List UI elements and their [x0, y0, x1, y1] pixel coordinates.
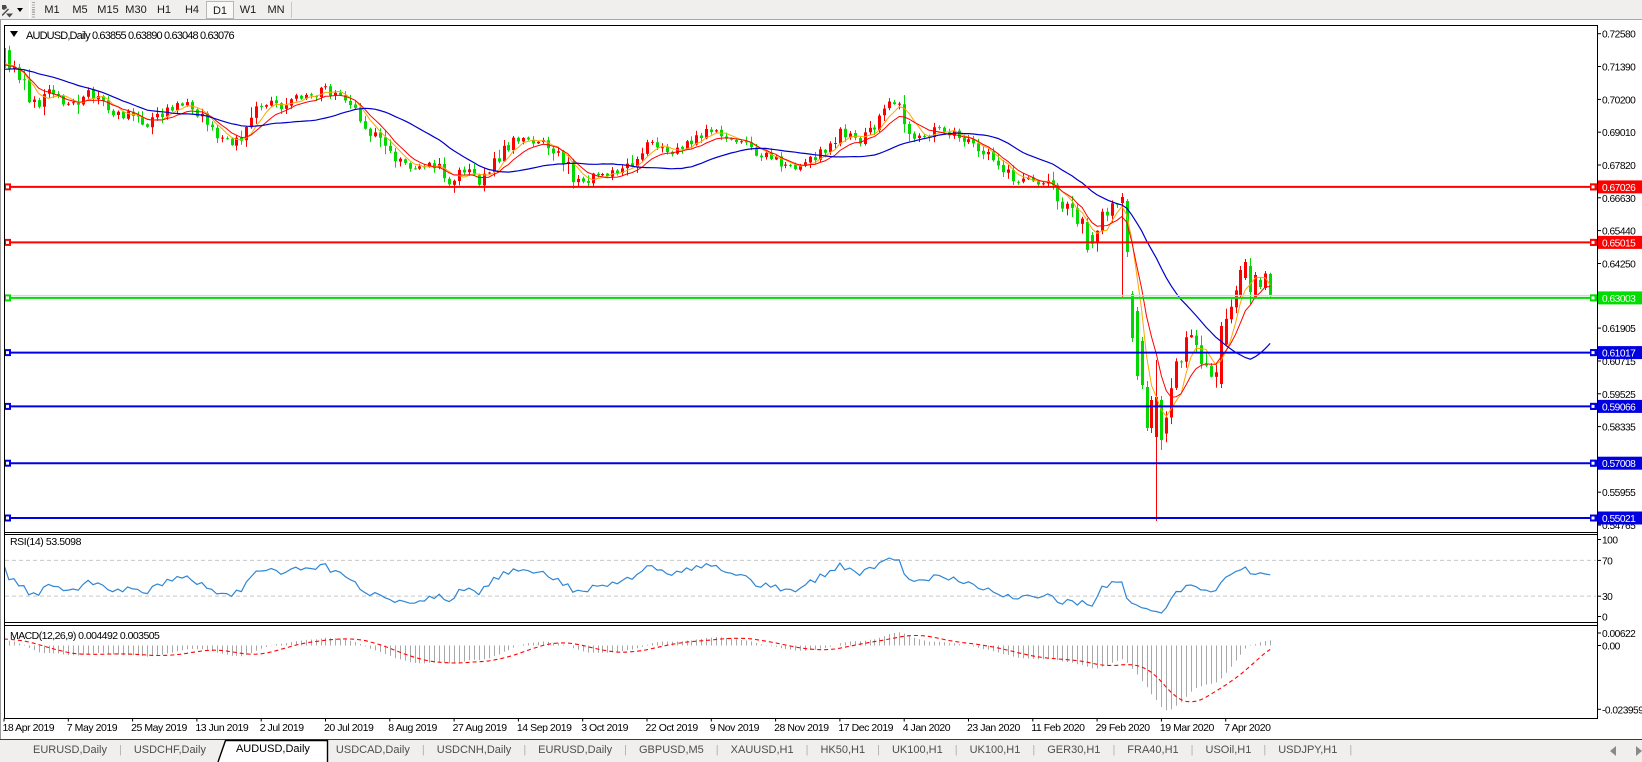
svg-text:0.71390: 0.71390 [1602, 63, 1636, 74]
svg-text:0.59525: 0.59525 [1602, 390, 1636, 401]
svg-text:-0.023959: -0.023959 [1602, 705, 1642, 716]
svg-text:29 Feb 2020: 29 Feb 2020 [1096, 722, 1151, 734]
svg-text:14 Sep 2019: 14 Sep 2019 [517, 722, 572, 734]
svg-text:25 May 2019: 25 May 2019 [131, 722, 187, 734]
svg-text:13 Jun 2019: 13 Jun 2019 [195, 722, 248, 734]
svg-text:MACD(12,26,9) 0.004492 0.00350: MACD(12,26,9) 0.004492 0.003505 [10, 630, 160, 642]
svg-text:0.65440: 0.65440 [1602, 227, 1636, 238]
svg-text:17 Dec 2019: 17 Dec 2019 [838, 722, 893, 734]
svg-text:AUDUSD,Daily 0.63855 0.63890: AUDUSD,Daily 0.63855 0.63890 0.63048 0.6… [26, 30, 235, 42]
svg-text:0.72580: 0.72580 [1602, 30, 1636, 41]
svg-text:20 Jul 2019: 20 Jul 2019 [324, 722, 374, 734]
svg-text:0.70200: 0.70200 [1602, 95, 1636, 106]
svg-text:0.64250: 0.64250 [1602, 260, 1636, 271]
svg-text:0.00622: 0.00622 [1602, 629, 1636, 640]
svg-text:22 Oct 2019: 22 Oct 2019 [646, 722, 699, 734]
svg-text:19 Mar 2020: 19 Mar 2020 [1160, 722, 1215, 734]
svg-text:7 May 2019: 7 May 2019 [67, 722, 118, 734]
svg-text:0.60715: 0.60715 [1602, 357, 1636, 368]
svg-text:0.65015: 0.65015 [1602, 238, 1636, 249]
svg-text:0.66630: 0.66630 [1602, 194, 1636, 205]
svg-text:0.67820: 0.67820 [1602, 161, 1636, 172]
svg-text:4 Jan 2020: 4 Jan 2020 [903, 722, 951, 734]
svg-text:3 Oct 2019: 3 Oct 2019 [581, 722, 628, 734]
svg-text:0.54765: 0.54765 [1602, 521, 1636, 532]
svg-text:0.55021: 0.55021 [1602, 514, 1636, 525]
svg-text:2 Jul 2019: 2 Jul 2019 [260, 722, 305, 734]
svg-text:0.63003: 0.63003 [1602, 294, 1636, 305]
svg-text:0.59066: 0.59066 [1602, 402, 1636, 413]
svg-text:28 Nov 2019: 28 Nov 2019 [774, 722, 829, 734]
svg-text:27 Aug 2019: 27 Aug 2019 [453, 722, 508, 734]
svg-text:11 Feb 2020: 11 Feb 2020 [1031, 722, 1085, 734]
svg-text:18 Apr 2019: 18 Apr 2019 [3, 722, 55, 734]
svg-text:0: 0 [1602, 613, 1608, 624]
svg-text:0.57008: 0.57008 [1602, 459, 1636, 470]
svg-text:23 Jan 2020: 23 Jan 2020 [967, 722, 1020, 734]
svg-text:RSI(14) 53.5098: RSI(14) 53.5098 [10, 536, 82, 548]
svg-text:0.69010: 0.69010 [1602, 128, 1636, 139]
svg-text:0.67026: 0.67026 [1602, 183, 1636, 194]
svg-text:0.00: 0.00 [1602, 642, 1621, 653]
svg-text:0.61905: 0.61905 [1602, 324, 1636, 335]
svg-text:0.61017: 0.61017 [1602, 349, 1636, 360]
svg-text:100: 100 [1602, 536, 1618, 547]
svg-text:70: 70 [1602, 556, 1613, 567]
svg-text:8 Aug 2019: 8 Aug 2019 [388, 722, 437, 734]
svg-text:7 Apr 2020: 7 Apr 2020 [1224, 722, 1271, 734]
svg-text:9 Nov 2019: 9 Nov 2019 [710, 722, 760, 734]
svg-text:0.58335: 0.58335 [1602, 423, 1636, 434]
svg-text:30: 30 [1602, 592, 1613, 603]
svg-text:0.55955: 0.55955 [1602, 488, 1636, 499]
